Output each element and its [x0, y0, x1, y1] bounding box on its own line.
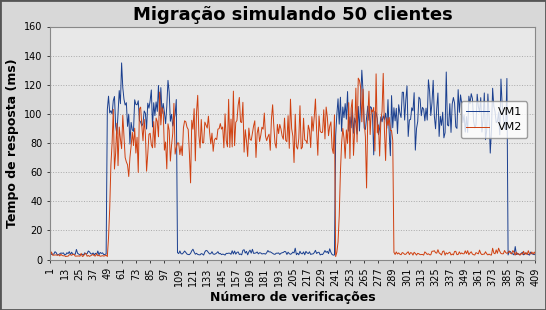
VM1 [47, 253, 54, 257]
VM1 [305, 252, 312, 255]
VM1 [385, 98, 391, 101]
VM2 [140, 139, 146, 143]
VM2 [380, 72, 387, 75]
VM1 [141, 109, 147, 113]
VM1 [80, 253, 87, 257]
X-axis label: Número de verificações: Número de verificações [210, 291, 376, 304]
Legend: VM1, VM2: VM1, VM2 [461, 101, 527, 138]
Title: Migração simulando 50 clientes: Migração simulando 50 clientes [133, 6, 453, 24]
VM2 [341, 136, 347, 140]
Line: VM1: VM1 [50, 63, 536, 255]
VM2 [383, 116, 390, 120]
VM2 [363, 186, 370, 190]
Y-axis label: Tempo de resposta (ms): Tempo de resposta (ms) [5, 58, 19, 228]
VM1 [342, 102, 348, 105]
Line: VM2: VM2 [50, 73, 536, 257]
VM2 [304, 142, 310, 145]
VM2 [532, 252, 539, 256]
VM2 [47, 254, 54, 258]
VM1 [365, 104, 371, 108]
VM2 [385, 123, 391, 127]
VM2 [104, 255, 111, 259]
VM1 [532, 252, 539, 255]
VM1 [383, 126, 390, 130]
VM1 [118, 61, 125, 65]
